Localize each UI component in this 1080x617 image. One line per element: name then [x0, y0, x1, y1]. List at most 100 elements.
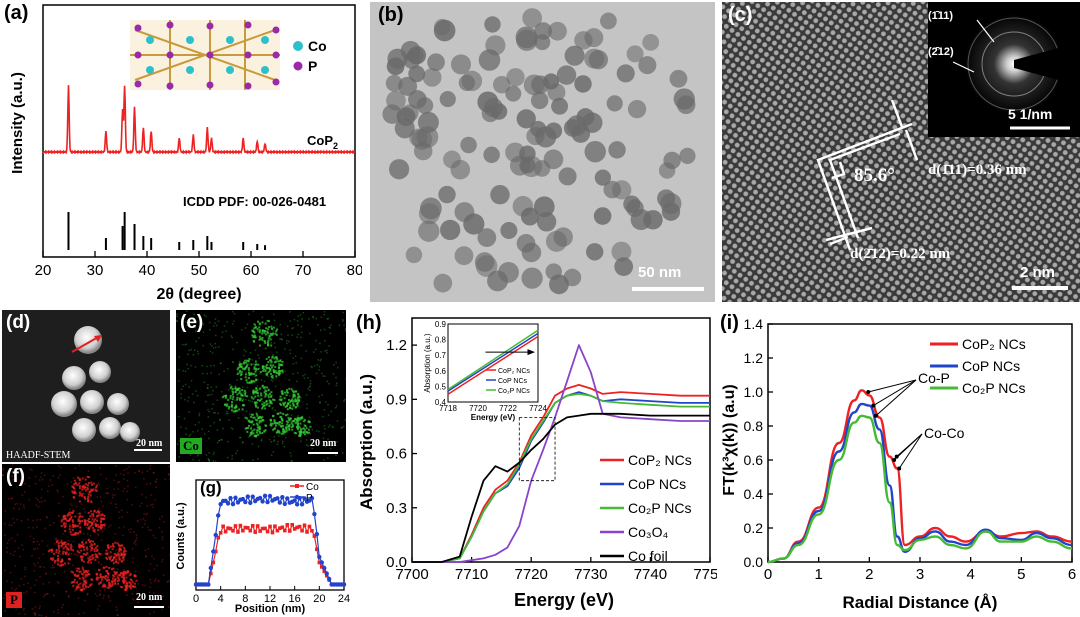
line-scan-point-p [267, 493, 273, 499]
eds-noise-pixel [249, 351, 252, 354]
eds-signal-pixel [296, 401, 299, 404]
eds-noise-pixel [268, 438, 271, 441]
nanoparticle [551, 97, 569, 115]
eds-noise-pixel [286, 325, 289, 328]
eds-signal-pixel [131, 581, 134, 584]
eds-signal-pixel [281, 419, 284, 422]
line-scan-legend-label: Co [306, 482, 319, 493]
eds-noise-pixel [62, 533, 64, 535]
eds-signal-pixel [113, 575, 116, 578]
xanes-inset-y-tick-label: 0.8 [435, 336, 447, 345]
eds-signal-pixel [87, 500, 90, 503]
line-scan-point-co [255, 524, 260, 528]
eds-noise-pixel [75, 567, 77, 570]
eds-noise-pixel [34, 564, 37, 567]
eds-noise-pixel [213, 451, 215, 454]
eds-signal-pixel [76, 476, 79, 479]
eds-signal-pixel [231, 393, 234, 396]
eds-noise-pixel [205, 315, 207, 318]
eds-noise-pixel [73, 553, 76, 556]
eds-noise-pixel [280, 333, 283, 336]
co-atom-legend-icon [293, 41, 303, 51]
eds-noise-pixel [161, 536, 164, 538]
eds-signal-pixel [238, 408, 241, 411]
eds-noise-pixel [188, 435, 191, 437]
eds-signal-pixel [133, 582, 136, 585]
eds-signal-pixel [265, 424, 268, 427]
eds-signal-pixel [70, 533, 73, 536]
eds-signal-pixel [64, 562, 67, 565]
xanes-y-tick-label: 0.0 [386, 554, 407, 571]
eds-noise-pixel [34, 606, 36, 608]
eds-noise-pixel [27, 518, 29, 521]
eds-signal-pixel [115, 555, 118, 558]
eds-signal-pixel [269, 369, 272, 372]
eds-signal-pixel [57, 555, 60, 558]
eds-signal-pixel [275, 356, 278, 359]
eds-signal-pixel [62, 552, 65, 555]
eds-noise-pixel [144, 519, 147, 522]
eds-noise-pixel [300, 325, 303, 328]
eds-noise-pixel [302, 312, 305, 314]
eds-signal-pixel [252, 340, 255, 343]
eds-signal-pixel [261, 432, 264, 435]
eds-signal-pixel [248, 419, 251, 422]
eds-signal-pixel [270, 375, 273, 378]
eds-noise-pixel [329, 327, 331, 329]
eds-noise-pixel [155, 601, 158, 604]
eds-noise-pixel [344, 329, 346, 332]
eds-signal-pixel [250, 433, 253, 436]
eds-noise-pixel [238, 360, 241, 363]
eds-signal-pixel [78, 577, 81, 580]
line-scan-point-co [231, 528, 235, 533]
eds-signal-pixel [119, 544, 122, 547]
eds-signal-pixel [246, 417, 249, 420]
eds-noise-pixel [148, 569, 150, 572]
eds-signal-pixel [111, 581, 114, 584]
eds-signal-pixel [62, 547, 65, 550]
eds-signal-pixel [270, 325, 273, 328]
eds-noise-pixel [300, 440, 302, 443]
eds-noise-pixel [178, 356, 181, 358]
eds-noise-pixel [154, 499, 157, 501]
eds-signal-pixel [268, 392, 271, 395]
eds-noise-pixel [231, 310, 234, 313]
eds-noise-pixel [315, 372, 318, 375]
eds-signal-pixel [267, 339, 270, 342]
eds-noise-pixel [99, 590, 101, 592]
co-map-scale-label: 20 nm [310, 438, 337, 449]
eds-noise-pixel [205, 400, 207, 403]
eds-noise-pixel [243, 349, 246, 351]
line-scan-point-p [250, 494, 255, 499]
eds-noise-pixel [178, 368, 180, 371]
eds-signal-pixel [94, 558, 97, 561]
eds-noise-pixel [10, 537, 13, 540]
eds-noise-pixel [343, 324, 345, 327]
panel-f-label: (f) [6, 466, 25, 487]
eds-noise-pixel [78, 464, 81, 467]
eds-noise-pixel [145, 483, 148, 485]
eds-signal-pixel [111, 582, 114, 585]
eds-noise-pixel [246, 323, 249, 326]
eds-signal-pixel [285, 394, 288, 397]
eds-noise-pixel [167, 606, 170, 608]
eds-signal-pixel [286, 426, 289, 429]
eds-noise-pixel [197, 352, 199, 355]
eds-noise-pixel [32, 526, 34, 529]
eds-noise-pixel [225, 412, 228, 415]
p-map-scale-bar [134, 606, 164, 608]
eds-signal-pixel [244, 376, 247, 379]
eds-noise-pixel [196, 394, 199, 397]
eds-signal-pixel [288, 417, 291, 420]
eds-signal-pixel [250, 420, 253, 423]
eds-signal-pixel [114, 579, 117, 582]
haadf-scale-label: 20 nm [136, 438, 163, 449]
eds-noise-pixel [146, 505, 148, 507]
eds-signal-pixel [297, 392, 300, 395]
eds-signal-pixel [246, 381, 249, 384]
eds-signal-pixel [267, 361, 270, 364]
eds-noise-pixel [265, 347, 267, 350]
eds-noise-pixel [212, 460, 215, 462]
eds-noise-pixel [185, 433, 187, 436]
eds-signal-pixel [263, 387, 266, 390]
